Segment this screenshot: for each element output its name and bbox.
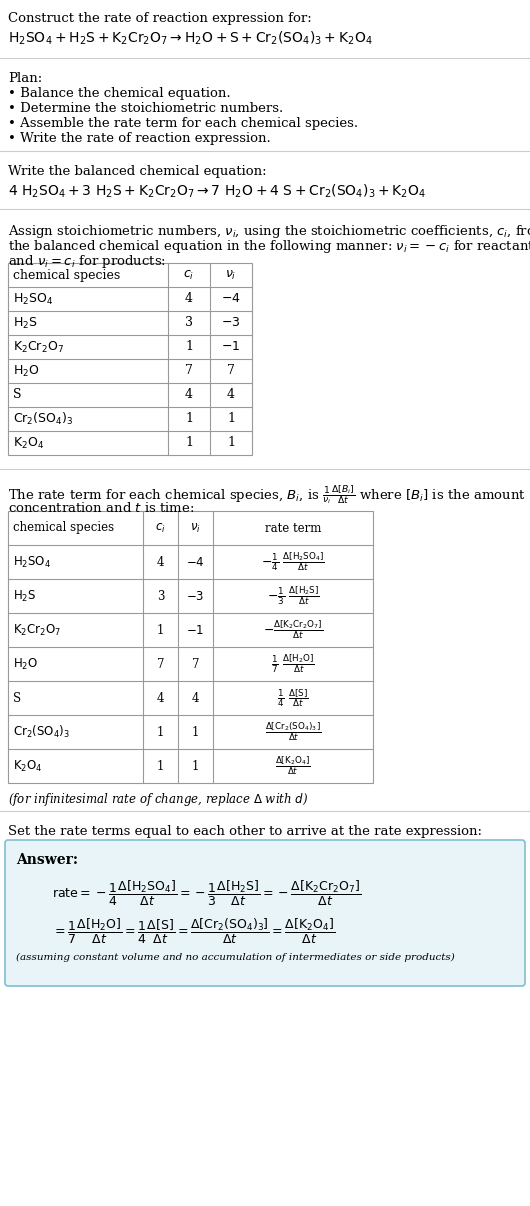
Text: $\mathrm{H_2O}$: $\mathrm{H_2O}$ — [13, 363, 40, 379]
Text: 1: 1 — [185, 437, 193, 450]
Text: $c_i$: $c_i$ — [183, 269, 195, 281]
Text: Answer:: Answer: — [16, 853, 78, 867]
Text: $\mathrm{Cr_2(SO_4)_3}$: $\mathrm{Cr_2(SO_4)_3}$ — [13, 411, 74, 427]
Text: and $\nu_i = c_i$ for products:: and $\nu_i = c_i$ for products: — [8, 253, 166, 270]
FancyBboxPatch shape — [5, 841, 525, 987]
Text: $\mathrm{H_2O}$: $\mathrm{H_2O}$ — [13, 656, 38, 672]
Text: Construct the rate of reaction expression for:: Construct the rate of reaction expressio… — [8, 12, 312, 25]
Text: Assign stoichiometric numbers, $\nu_i$, using the stoichiometric coefficients, $: Assign stoichiometric numbers, $\nu_i$, … — [8, 223, 530, 240]
Text: $-\frac{1}{3}\ \frac{\Delta[\mathrm{H_2S}]}{\Delta t}$: $-\frac{1}{3}\ \frac{\Delta[\mathrm{H_2S… — [267, 585, 320, 608]
Text: $\frac{1}{7}\ \frac{\Delta[\mathrm{H_2O}]}{\Delta t}$: $\frac{1}{7}\ \frac{\Delta[\mathrm{H_2O}… — [271, 652, 315, 675]
Text: 1: 1 — [157, 760, 164, 773]
Text: 1: 1 — [192, 726, 199, 738]
Text: 1: 1 — [227, 412, 235, 426]
Text: $\mathrm{K_2O_4}$: $\mathrm{K_2O_4}$ — [13, 435, 44, 451]
Text: 1: 1 — [157, 624, 164, 637]
Text: chemical species: chemical species — [13, 269, 120, 281]
Text: 7: 7 — [157, 657, 164, 671]
Text: concentration and $t$ is time:: concentration and $t$ is time: — [8, 500, 195, 515]
Text: $\mathrm{H_2SO_4 + H_2S + K_2Cr_2O_7 \rightarrow H_2O + S + Cr_2(SO_4)_3 + K_2O_: $\mathrm{H_2SO_4 + H_2S + K_2Cr_2O_7 \ri… — [8, 30, 373, 47]
Text: 4: 4 — [157, 556, 164, 568]
Text: S: S — [13, 691, 21, 704]
Text: $-4$: $-4$ — [221, 293, 241, 305]
Text: Set the rate terms equal to each other to arrive at the rate expression:: Set the rate terms equal to each other t… — [8, 825, 482, 838]
Text: $\mathrm{H_2S}$: $\mathrm{H_2S}$ — [13, 589, 36, 603]
Text: • Write the rate of reaction expression.: • Write the rate of reaction expression. — [8, 131, 271, 145]
Text: $\mathrm{H_2S}$: $\mathrm{H_2S}$ — [13, 316, 38, 330]
Text: $\mathrm{K_2O_4}$: $\mathrm{K_2O_4}$ — [13, 759, 42, 773]
Text: 1: 1 — [157, 726, 164, 738]
Text: 7: 7 — [227, 364, 235, 377]
Text: $\nu_i$: $\nu_i$ — [225, 269, 237, 281]
Text: 4: 4 — [157, 691, 164, 704]
Text: 1: 1 — [185, 412, 193, 426]
Text: The rate term for each chemical species, $B_i$, is $\frac{1}{\nu_i}\frac{\Delta[: The rate term for each chemical species,… — [8, 482, 526, 507]
Text: the balanced chemical equation in the following manner: $\nu_i = -c_i$ for react: the balanced chemical equation in the fo… — [8, 238, 530, 254]
Text: 3: 3 — [157, 590, 164, 603]
Text: $\mathrm{4\ H_2SO_4 + 3\ H_2S + K_2Cr_2O_7 \rightarrow 7\ H_2O + 4\ S + Cr_2(SO_: $\mathrm{4\ H_2SO_4 + 3\ H_2S + K_2Cr_2O… — [8, 183, 426, 200]
Text: 1: 1 — [185, 340, 193, 353]
Text: $c_i$: $c_i$ — [155, 521, 166, 534]
Text: $\mathrm{K_2Cr_2O_7}$: $\mathrm{K_2Cr_2O_7}$ — [13, 622, 61, 638]
Text: Write the balanced chemical equation:: Write the balanced chemical equation: — [8, 165, 267, 178]
Text: • Assemble the rate term for each chemical species.: • Assemble the rate term for each chemic… — [8, 117, 358, 130]
Text: 7: 7 — [192, 657, 199, 671]
Text: $\mathrm{rate} = -\dfrac{1}{4}\dfrac{\Delta[\mathrm{H_2SO_4}]}{\Delta t} = -\dfr: $\mathrm{rate} = -\dfrac{1}{4}\dfrac{\De… — [52, 879, 361, 908]
Text: $-\frac{\Delta[\mathrm{K_2Cr_2O_7}]}{\Delta t}$: $-\frac{\Delta[\mathrm{K_2Cr_2O_7}]}{\De… — [263, 619, 323, 642]
Text: $-1$: $-1$ — [187, 624, 205, 637]
Text: • Balance the chemical equation.: • Balance the chemical equation. — [8, 87, 231, 100]
Text: $-\frac{1}{4}\ \frac{\Delta[\mathrm{H_2SO_4}]}{\Delta t}$: $-\frac{1}{4}\ \frac{\Delta[\mathrm{H_2S… — [261, 551, 325, 573]
Text: 4: 4 — [185, 293, 193, 305]
Text: $\frac{\Delta[\mathrm{Cr_2(SO_4)_3}]}{\Delta t}$: $\frac{\Delta[\mathrm{Cr_2(SO_4)_3}]}{\D… — [265, 721, 321, 743]
Text: $\frac{\Delta[\mathrm{K_2O_4}]}{\Delta t}$: $\frac{\Delta[\mathrm{K_2O_4}]}{\Delta t… — [275, 755, 311, 778]
Text: chemical species: chemical species — [13, 521, 114, 534]
Text: $\mathrm{K_2Cr_2O_7}$: $\mathrm{K_2Cr_2O_7}$ — [13, 339, 64, 355]
Text: S: S — [13, 388, 22, 402]
Bar — [8, 511, 373, 783]
Text: 7: 7 — [185, 364, 193, 377]
Text: $-4$: $-4$ — [186, 556, 205, 568]
Text: 1: 1 — [227, 437, 235, 450]
Text: • Determine the stoichiometric numbers.: • Determine the stoichiometric numbers. — [8, 103, 283, 115]
Text: $\nu_i$: $\nu_i$ — [190, 521, 201, 534]
Text: (assuming constant volume and no accumulation of intermediates or side products): (assuming constant volume and no accumul… — [16, 953, 455, 962]
Text: 1: 1 — [192, 760, 199, 773]
Text: $= \dfrac{1}{7}\dfrac{\Delta[\mathrm{H_2O}]}{\Delta t} = \dfrac{1}{4}\dfrac{\Del: $= \dfrac{1}{7}\dfrac{\Delta[\mathrm{H_2… — [52, 917, 335, 946]
Text: $-3$: $-3$ — [187, 590, 205, 603]
Text: 4: 4 — [185, 388, 193, 402]
Text: $\frac{1}{4}\ \frac{\Delta[\mathrm{S}]}{\Delta t}$: $\frac{1}{4}\ \frac{\Delta[\mathrm{S}]}{… — [277, 687, 309, 709]
Text: 4: 4 — [192, 691, 199, 704]
Text: 4: 4 — [227, 388, 235, 402]
Bar — [8, 263, 252, 455]
Text: Plan:: Plan: — [8, 72, 42, 84]
Text: (for infinitesimal rate of change, replace $\Delta$ with $d$): (for infinitesimal rate of change, repla… — [8, 791, 308, 808]
Text: 3: 3 — [185, 316, 193, 329]
Text: $\mathrm{H_2SO_4}$: $\mathrm{H_2SO_4}$ — [13, 555, 51, 569]
Text: $-1$: $-1$ — [222, 340, 241, 353]
Text: $\mathrm{Cr_2(SO_4)_3}$: $\mathrm{Cr_2(SO_4)_3}$ — [13, 724, 70, 740]
Text: rate term: rate term — [265, 521, 321, 534]
Text: $-3$: $-3$ — [222, 316, 241, 329]
Text: $\mathrm{H_2SO_4}$: $\mathrm{H_2SO_4}$ — [13, 292, 54, 306]
